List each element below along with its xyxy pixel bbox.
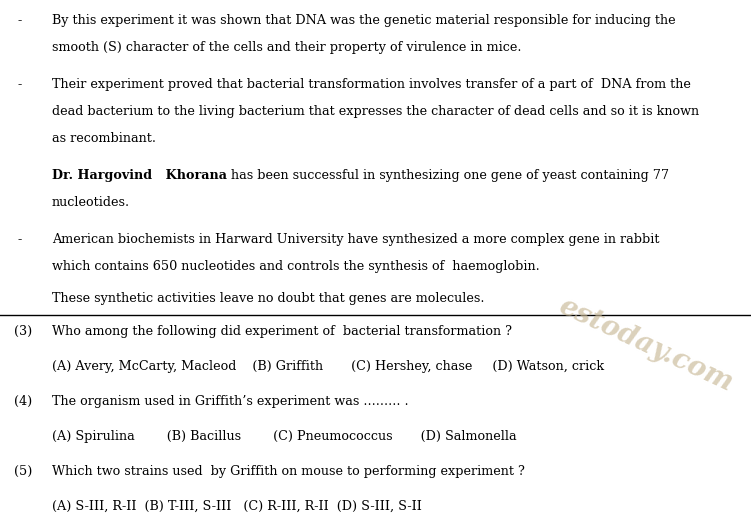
Text: which contains 650 nucleotides and controls the synthesis of  haemoglobin.: which contains 650 nucleotides and contr…	[52, 260, 540, 273]
Text: Who among the following did experiment of  bacterial transformation ?: Who among the following did experiment o…	[52, 325, 512, 338]
Text: (5): (5)	[14, 465, 32, 478]
Text: nucleotides.: nucleotides.	[52, 196, 130, 209]
Text: American biochemists in Harward University have synthesized a more complex gene : American biochemists in Harward Universi…	[52, 233, 659, 246]
Text: (A) S-III, R-II  (B) T-III, S-III   (C) R-III, R-II  (D) S-III, S-II: (A) S-III, R-II (B) T-III, S-III (C) R-I…	[52, 500, 422, 513]
Text: -: -	[18, 233, 23, 246]
Text: By this experiment it was shown that DNA was the genetic material responsible fo: By this experiment it was shown that DNA…	[52, 14, 676, 27]
Text: The organism used in Griffith’s experiment was ......... .: The organism used in Griffith’s experime…	[52, 395, 409, 408]
Text: smooth (S) character of the cells and their property of virulence in mice.: smooth (S) character of the cells and th…	[52, 41, 521, 54]
Text: (A) Spirulina        (B) Bacillus        (C) Pneumococcus       (D) Salmonella: (A) Spirulina (B) Bacillus (C) Pneumococ…	[52, 430, 517, 443]
Text: Dr. Hargovind   Khorana: Dr. Hargovind Khorana	[52, 169, 227, 182]
Text: (A) Avery, McCarty, Macleod    (B) Griffith       (C) Hershey, chase     (D) Wat: (A) Avery, McCarty, Macleod (B) Griffith…	[52, 360, 604, 373]
Text: (3): (3)	[14, 325, 32, 338]
Text: as recombinant.: as recombinant.	[52, 132, 156, 145]
Text: -: -	[18, 78, 23, 91]
Text: Their experiment proved that bacterial transformation involves transfer of a par: Their experiment proved that bacterial t…	[52, 78, 691, 91]
Text: (4): (4)	[14, 395, 32, 408]
Text: dead bacterium to the living bacterium that expresses the character of dead cell: dead bacterium to the living bacterium t…	[52, 105, 699, 118]
Text: estoday.com: estoday.com	[554, 292, 737, 397]
Text: has been successful in synthesizing one gene of yeast containing 77: has been successful in synthesizing one …	[227, 169, 669, 182]
Text: Which two strains used  by Griffith on mouse to performing experiment ?: Which two strains used by Griffith on mo…	[52, 465, 525, 478]
Text: These synthetic activities leave no doubt that genes are molecules.: These synthetic activities leave no doub…	[52, 292, 484, 305]
Text: -: -	[18, 14, 23, 27]
